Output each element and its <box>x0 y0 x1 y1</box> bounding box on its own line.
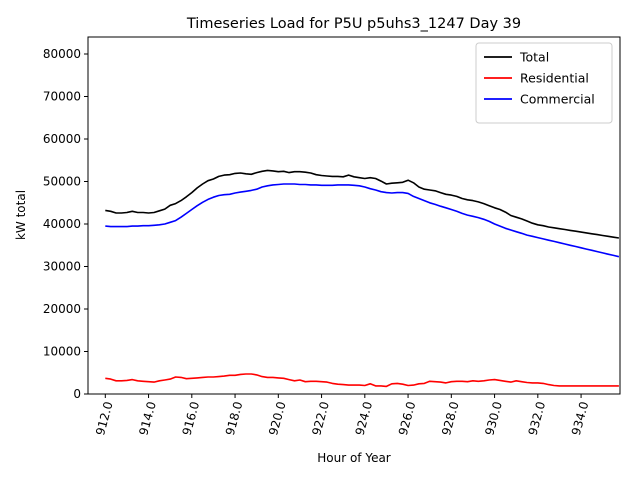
series-line-commercial <box>105 183 620 258</box>
y-tick-label: 60000 <box>43 132 81 146</box>
y-tick-label: 80000 <box>43 47 81 61</box>
y-tick-label: 20000 <box>43 302 81 316</box>
y-axis-label: kW total <box>14 190 28 240</box>
series-line-residential <box>105 373 619 388</box>
plot-frame <box>87 36 621 395</box>
series-line-total <box>105 169 620 239</box>
legend-label-total: Total <box>519 50 549 65</box>
chart-title: Timeseries Load for P5U p5uhs3_1247 Day … <box>186 16 521 32</box>
y-tick-label: 10000 <box>43 345 81 359</box>
legend-label-residential: Residential <box>520 71 589 86</box>
series-layer <box>105 169 620 388</box>
y-tick-label: 0 <box>73 387 81 401</box>
y-tick-label: 50000 <box>43 175 81 189</box>
legend-label-commercial: Commercial <box>520 92 595 107</box>
legend-box <box>475 42 613 124</box>
x-axis-label: Hour of Year <box>317 451 391 465</box>
y-axis-ticks: 0 10000 20000 30000 40000 50000 60000 70000 8000… <box>43 47 88 401</box>
legend: Total Residential Commercial <box>475 42 613 124</box>
y-tick-label: 70000 <box>43 90 81 104</box>
y-tick-label: 40000 <box>43 217 81 231</box>
y-tick-label: 30000 <box>43 260 81 274</box>
